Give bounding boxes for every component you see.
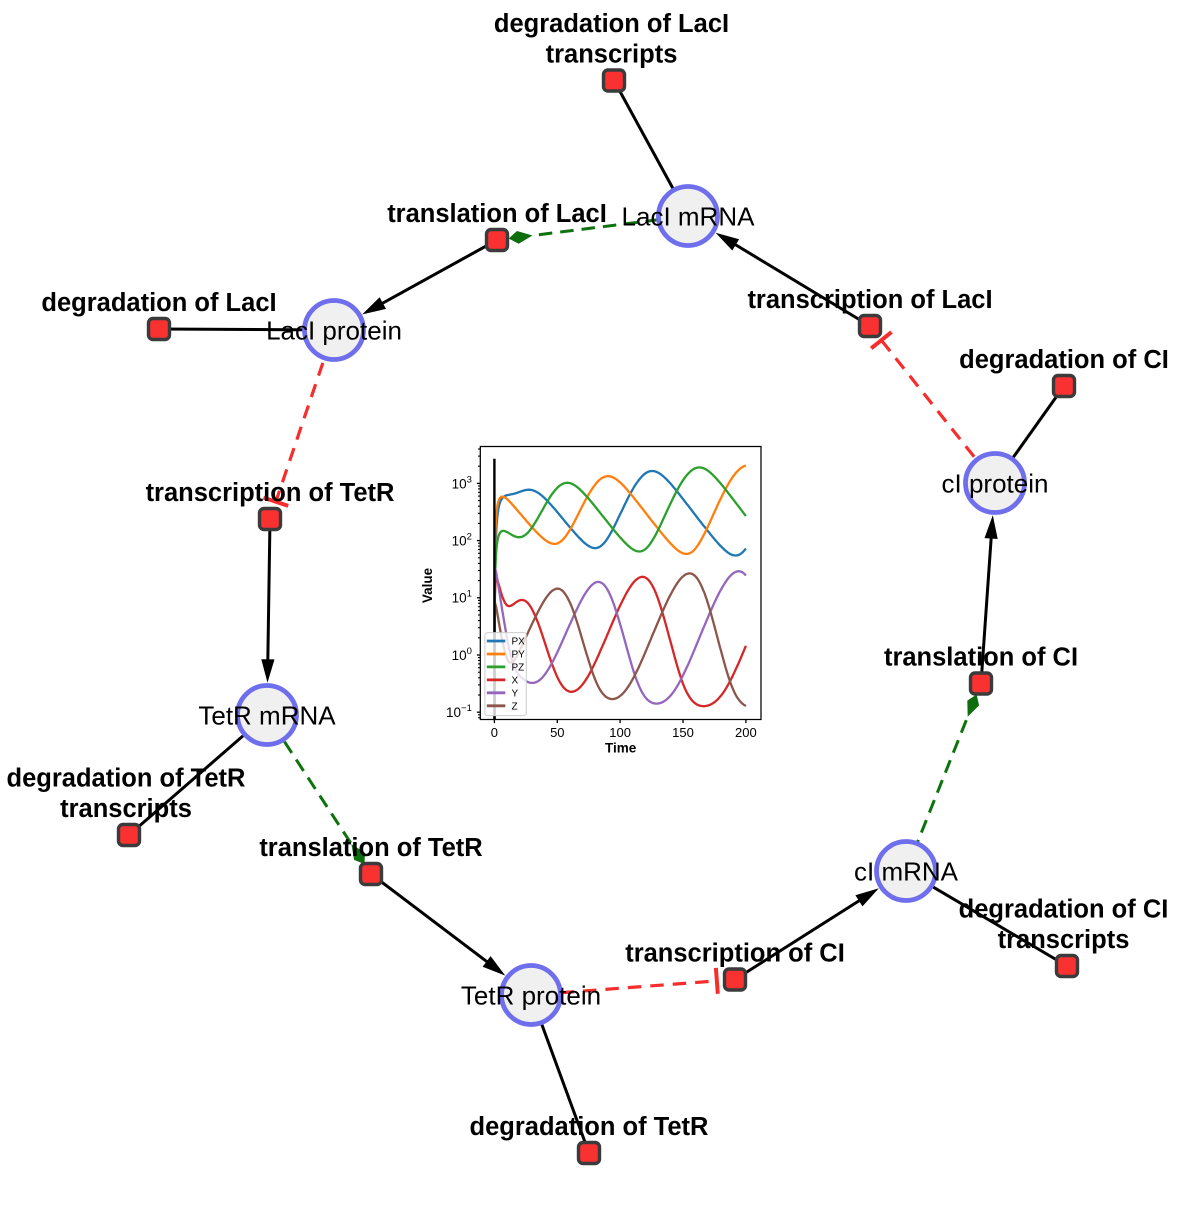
svg-text:transcription of CI: transcription of CI [625, 940, 845, 968]
svg-text:cI mRNA: cI mRNA [854, 856, 959, 886]
svg-text:150: 150 [672, 725, 694, 740]
svg-text:50: 50 [550, 725, 564, 740]
svg-text:Value: Value [420, 567, 435, 603]
svg-text:degradation of CI: degradation of CI [959, 346, 1169, 374]
svg-text:X: X [512, 676, 519, 687]
svg-text:translation of LacI: translation of LacI [387, 200, 607, 228]
svg-text:TetR protein: TetR protein [461, 980, 601, 1010]
svg-text:Time: Time [605, 741, 637, 756]
svg-text:degradation of LacI: degradation of LacI [41, 289, 276, 317]
svg-text:Z: Z [512, 701, 518, 712]
svg-text:TetR mRNA: TetR mRNA [198, 700, 336, 730]
svg-text:Y: Y [512, 688, 519, 699]
svg-text:PY: PY [512, 650, 526, 661]
svg-text:200: 200 [735, 725, 757, 740]
svg-text:LacI mRNA: LacI mRNA [622, 201, 756, 231]
svg-text:transcription of LacI: transcription of LacI [747, 286, 992, 314]
svg-text:degradation of LacI: degradation of LacI [494, 10, 729, 38]
svg-text:LacI protein: LacI protein [266, 315, 402, 345]
svg-text:degradation of TetR: degradation of TetR [7, 765, 246, 793]
svg-text:cI protein: cI protein [942, 468, 1049, 498]
svg-text:0: 0 [491, 725, 498, 740]
svg-text:100: 100 [609, 725, 631, 740]
svg-text:translation of TetR: translation of TetR [259, 834, 482, 862]
svg-text:degradation of CI: degradation of CI [959, 896, 1169, 924]
svg-text:degradation of TetR: degradation of TetR [470, 1113, 709, 1141]
svg-text:PX: PX [512, 637, 526, 648]
svg-text:transcripts: transcripts [60, 795, 192, 823]
svg-text:transcripts: transcripts [546, 41, 678, 69]
svg-text:translation of CI: translation of CI [884, 644, 1078, 672]
svg-text:transcription of TetR: transcription of TetR [146, 479, 395, 507]
svg-text:PZ: PZ [512, 663, 525, 674]
svg-text:transcripts: transcripts [998, 926, 1130, 954]
